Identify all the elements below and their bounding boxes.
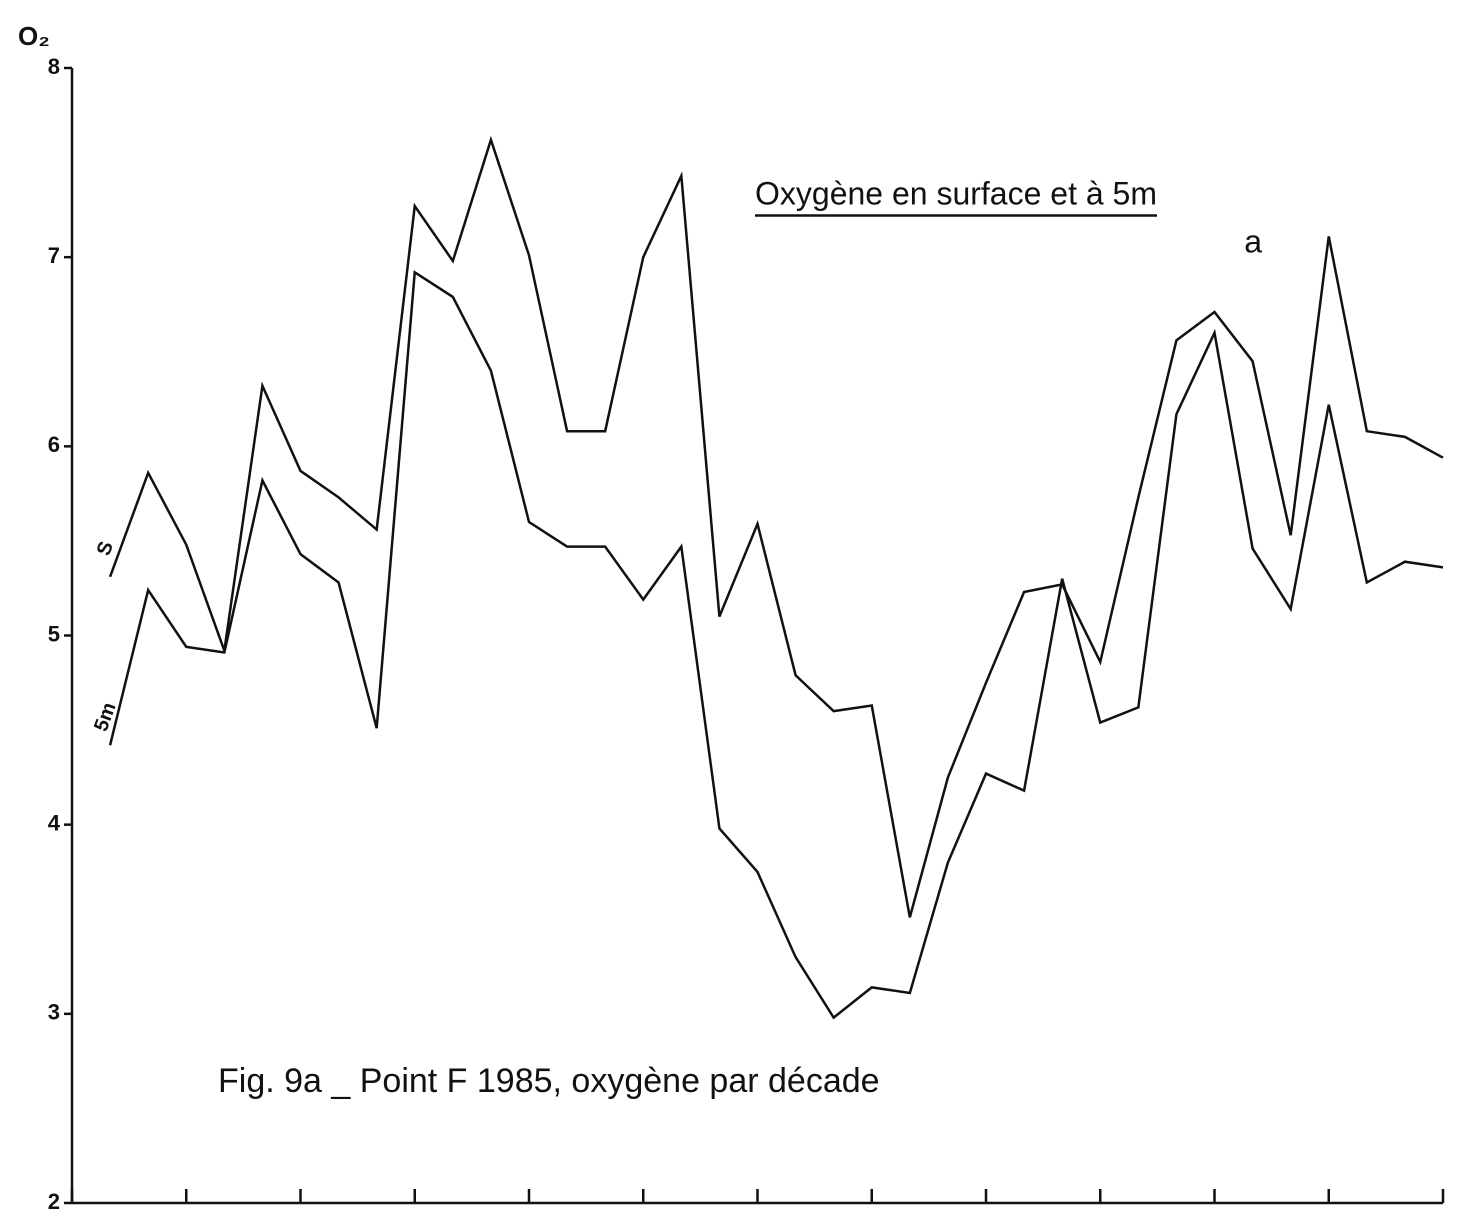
chart-title: Oxygène en surface et à 5m — [755, 175, 1157, 211]
y-tick-label: 4 — [48, 810, 61, 835]
series-label: 5m — [90, 700, 121, 735]
y-tick-label: 2 — [48, 1189, 60, 1214]
chart-subtitle: a — [1244, 223, 1262, 259]
caption: Fig. 9a _ Point F 1985, oxygène par déca… — [218, 1062, 880, 1100]
series-line — [108, 270, 1444, 1020]
y-tick-label: 7 — [48, 243, 60, 268]
y-tick-label: 6 — [48, 432, 60, 457]
y-axis-label: O₂ — [18, 21, 50, 51]
y-tick-label: 5 — [48, 621, 60, 646]
y-tick-label: 8 — [48, 54, 60, 79]
series-label: S — [93, 539, 118, 559]
y-tick-label: 3 — [48, 1000, 60, 1025]
series-line — [108, 135, 1444, 918]
